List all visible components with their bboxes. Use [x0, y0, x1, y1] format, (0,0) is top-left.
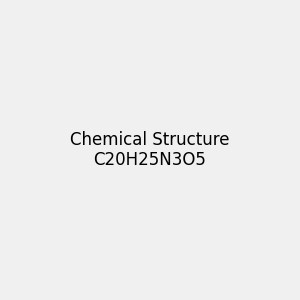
Text: Chemical Structure
C20H25N3O5: Chemical Structure C20H25N3O5 — [70, 130, 230, 170]
